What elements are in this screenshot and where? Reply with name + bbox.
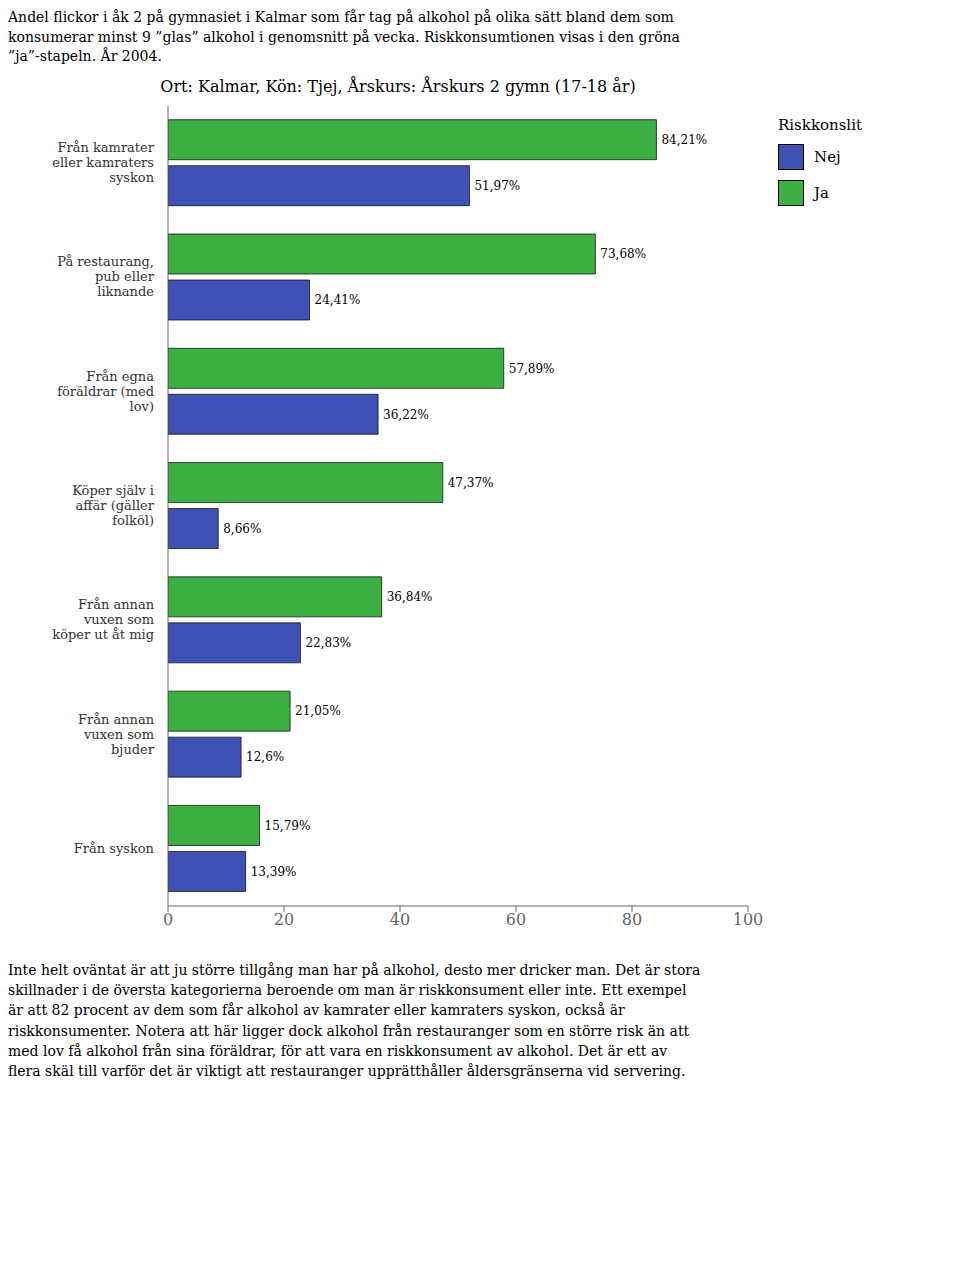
- svg-text:Från syskon: Från syskon: [74, 841, 155, 856]
- svg-text:47,37%: 47,37%: [448, 476, 494, 490]
- html-text:Inte helt oväntat är att ju st: Inte helt oväntat är att ju större tillg…: [8, 961, 701, 1080]
- html-text:Ort: Kalmar, Kön: Tjej, Årskur: Ort: Kalmar, Kön: Tjej, Årskurs: Årskurs…: [160, 76, 636, 96]
- svg-text:36,22%: 36,22%: [383, 407, 429, 421]
- svg-text:57,89%: 57,89%: [509, 361, 555, 375]
- svg-text:24,41%: 24,41%: [315, 293, 361, 307]
- html-text:Ja: Ja: [814, 183, 829, 202]
- svg-text:20: 20: [274, 910, 294, 929]
- svg-text:På restaurang,pub ellerliknand: På restaurang,pub ellerliknande: [57, 254, 155, 299]
- svg-text:8,66%: 8,66%: [223, 522, 261, 536]
- svg-text:80: 80: [622, 910, 642, 929]
- svg-text:100: 100: [733, 910, 764, 929]
- svg-text:22,83%: 22,83%: [305, 636, 351, 650]
- html-text:Andel flickor i åk 2 på gymnas: Andel flickor i åk 2 på gymnasiet i Kalm…: [8, 9, 680, 65]
- svg-text:13,39%: 13,39%: [251, 864, 297, 878]
- svg-text:0: 0: [163, 910, 173, 929]
- svg-text:Från annanvuxen sombjuder: Från annanvuxen sombjuder: [78, 711, 155, 756]
- svg-text:84,21%: 84,21%: [661, 133, 707, 147]
- svg-text:Från kamratereller kamraterssy: Från kamratereller kamraterssyskon: [52, 140, 155, 185]
- svg-text:Från egnaföräldrar (medlov): Från egnaföräldrar (medlov): [57, 368, 154, 413]
- svg-text:12,6%: 12,6%: [246, 750, 284, 764]
- html-text:Nej: Nej: [814, 147, 841, 166]
- svg-text:60: 60: [506, 910, 526, 929]
- svg-text:51,97%: 51,97%: [474, 179, 520, 193]
- svg-text:Från annanvuxen somköper ut åt: Från annanvuxen somköper ut åt mig: [52, 597, 154, 642]
- svg-text:21,05%: 21,05%: [295, 704, 341, 718]
- svg-text:73,68%: 73,68%: [600, 247, 646, 261]
- svg-text:40: 40: [390, 910, 410, 929]
- html-text:Riskkonslit: Riskkonslit: [778, 115, 862, 134]
- svg-text:15,79%: 15,79%: [265, 818, 311, 832]
- svg-text:Köper själv iaffär (gällerfolk: Köper själv iaffär (gällerfolköl): [72, 483, 155, 528]
- svg-text:36,84%: 36,84%: [387, 590, 433, 604]
